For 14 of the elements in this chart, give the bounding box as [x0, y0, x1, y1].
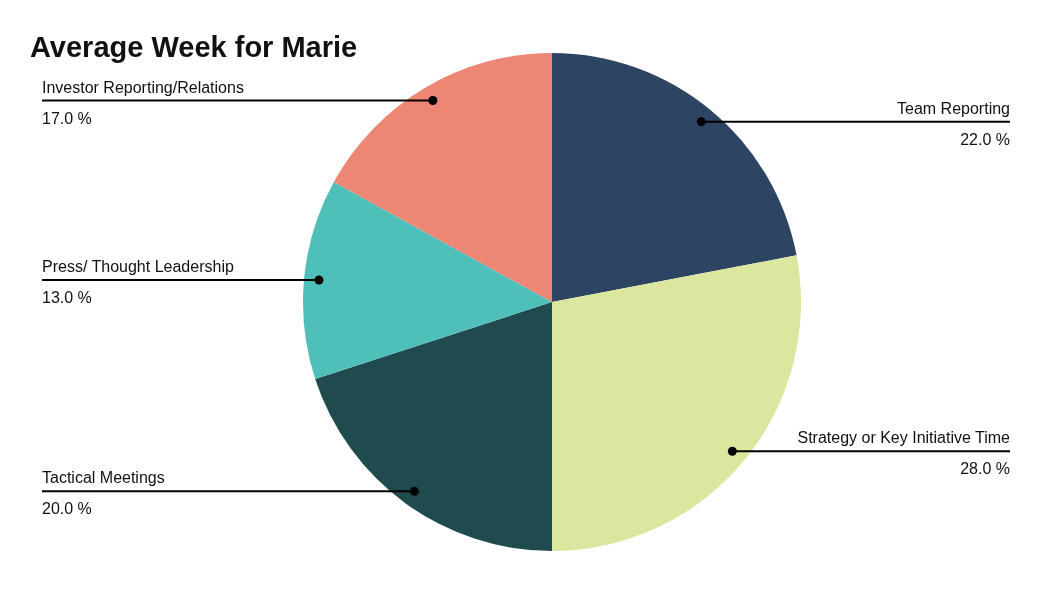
- slice-label: Strategy or Key Initiative Time: [797, 429, 1011, 447]
- data-label: 20.0 %: [42, 500, 92, 518]
- slice-label: Team Reporting: [897, 99, 1010, 117]
- chart-title: Average Week for Marie: [30, 31, 358, 63]
- slice-label: Investor Reporting/Relations: [42, 78, 244, 96]
- slice-label: Press/ Thought Leadership: [42, 257, 234, 275]
- data-label: 22.0 %: [960, 130, 1010, 148]
- pie-slice: [303, 182, 552, 379]
- data-label: 28.0 %: [960, 460, 1010, 478]
- data-label: 13.0 %: [42, 288, 92, 306]
- slice-label: Tactical Meetings: [42, 469, 165, 487]
- data-label: 17.0 %: [42, 109, 92, 127]
- pie-slice: [552, 53, 797, 302]
- pie-slice: [315, 302, 552, 551]
